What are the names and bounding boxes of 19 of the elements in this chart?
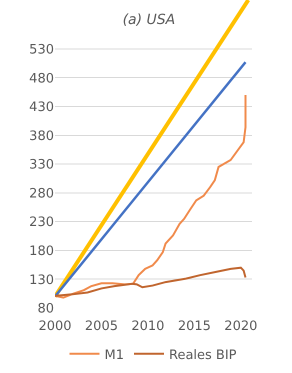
- y-tick-label: 180: [29, 244, 54, 259]
- y-tick-label: 130: [29, 272, 54, 288]
- y-tick-label: 330: [29, 158, 54, 173]
- y-tick-label: 480: [29, 71, 54, 86]
- x-tick-label: 2015: [178, 319, 211, 334]
- legend-label: M1: [104, 348, 124, 363]
- x-tick-label: 2020: [224, 319, 258, 334]
- x-tick-label: 2010: [131, 319, 164, 334]
- y-tick-label: 530: [29, 42, 54, 58]
- y-tick-label: 380: [29, 128, 54, 144]
- y-tick-label: 230: [29, 215, 54, 230]
- y-tick-label: 280: [29, 186, 54, 202]
- line-series: [55, 266, 246, 297]
- y-tick-label: 430: [29, 100, 54, 116]
- x-tick-label: 2005: [84, 319, 118, 334]
- x-tick-label: 2000: [38, 319, 72, 334]
- text: (a) USA: [122, 12, 176, 28]
- y-tick-label: 80: [37, 302, 54, 317]
- legend-label: Reales BIP: [169, 348, 237, 363]
